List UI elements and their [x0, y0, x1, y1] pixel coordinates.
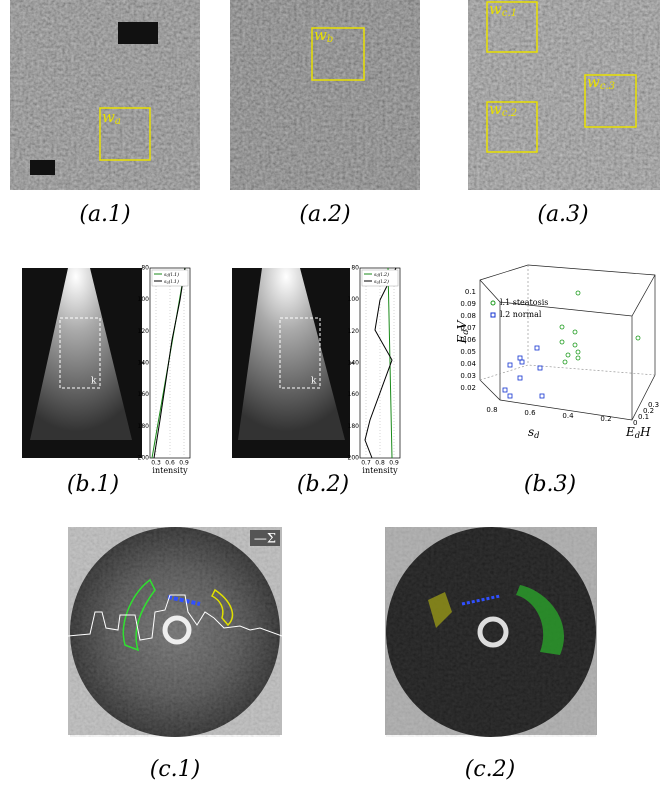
point [566, 353, 570, 357]
legend-label: sd(l.2) [374, 271, 389, 278]
y-axis-label-suffix: H [639, 425, 651, 439]
point [560, 340, 564, 344]
y-tick-label: 0.1 [638, 413, 649, 421]
roi-label: k [311, 377, 317, 387]
plot-frame [150, 268, 190, 458]
y-tick-label: 160 [138, 391, 150, 398]
caption: (b.1) [67, 472, 119, 497]
x-axis-label: sd [528, 425, 540, 440]
roi-label: k [91, 377, 97, 387]
y-tick-label: 160 [348, 391, 360, 398]
z-tick-label: 0.05 [460, 348, 476, 356]
z-axis-label-main: E [455, 334, 469, 344]
y-tick-label: 200 [348, 455, 360, 462]
figure: wa wb wc.1 wc.2 wc.3 (a.1) (a.2) (a.3) k… [0, 0, 672, 789]
y-tick-label: 80 [141, 265, 149, 272]
point [518, 356, 522, 360]
x-tick-label: 0.8 [486, 406, 497, 414]
image-region [118, 22, 158, 44]
point [576, 291, 580, 295]
legend-label-suffix: (l.2) [379, 278, 389, 285]
legend-label: sa(l.1) [164, 278, 179, 285]
caption: (b.3) [524, 472, 576, 497]
y-tick-label: 100 [138, 296, 150, 303]
caption: (a.2) [299, 202, 350, 227]
point [518, 376, 522, 380]
point [573, 343, 577, 347]
z-tick-label: 0.1 [465, 288, 476, 296]
legend-label: l.1 steatosis [500, 298, 548, 307]
legend-label-suffix: (l.1) [169, 271, 179, 278]
legend-label-suffix: (l.2) [379, 271, 389, 278]
caption: (b.2) [297, 472, 349, 497]
legend-label: sa(l.2) [374, 278, 389, 285]
caption: (c.1) [150, 757, 200, 782]
point [563, 360, 567, 364]
caption: (c.2) [465, 757, 515, 782]
caption: (a.1) [79, 202, 130, 227]
row-a: wa wb wc.1 wc.2 wc.3 (a.1) (a.2) (a.3) [10, 0, 660, 227]
y-tick-label: 200 [138, 455, 150, 462]
y-tick-label: 120 [348, 328, 360, 335]
y-axis-label-main: E [625, 425, 635, 439]
x-tick-label: 0.2 [600, 415, 611, 423]
point [508, 363, 512, 367]
point [560, 325, 564, 329]
legend-marker [491, 301, 495, 305]
y-tick-label: 100 [348, 296, 360, 303]
point [540, 394, 544, 398]
image-texture [70, 527, 280, 737]
legend-label-suffix: (l.1) [169, 278, 179, 285]
y-tick-label: 120 [138, 328, 150, 335]
point [636, 336, 640, 340]
z-tick-label: 0.02 [460, 384, 476, 392]
box-3d [480, 265, 655, 420]
legend-marker [491, 313, 495, 317]
x-axis-label: intensity [152, 466, 188, 475]
x-tick-label: 0.4 [562, 412, 574, 420]
z-tick-label: 0.09 [460, 300, 476, 308]
point [508, 394, 512, 398]
point [576, 356, 580, 360]
image-texture [386, 527, 596, 737]
point [573, 330, 577, 334]
z-axis-label-suffix: V [455, 319, 469, 329]
point [538, 366, 542, 370]
y-tick-label: 180 [138, 423, 150, 430]
z-axis-label: EdV [455, 319, 470, 344]
x-axis-label: intensity [362, 466, 398, 475]
x-axis-label-sub: d [534, 430, 540, 440]
point [576, 350, 580, 354]
z-tick-label: 0.03 [460, 372, 476, 380]
y-tick-label: 180 [348, 423, 360, 430]
y-axis-label: x [138, 361, 146, 365]
caption: (a.3) [537, 202, 588, 227]
plot-frame [360, 268, 400, 458]
row-c: —Σ (c.1) (c.2) [68, 527, 597, 782]
image-texture [468, 0, 660, 190]
point [520, 360, 524, 364]
y-axis-label: EdH [625, 425, 651, 440]
image-region [30, 160, 55, 175]
legend-label: sd(l.1) [164, 271, 179, 278]
point [503, 388, 507, 392]
z-tick-label: 0.04 [460, 360, 476, 368]
legend-label: l.2 normal [500, 310, 542, 319]
x-tick-label: 0.6 [524, 409, 536, 417]
point [535, 346, 539, 350]
z-tick-label: 0.08 [460, 312, 476, 320]
legend-label: —Σ [254, 532, 276, 547]
y-tick-label: 80 [351, 265, 359, 272]
y-axis-label: x [348, 361, 356, 365]
